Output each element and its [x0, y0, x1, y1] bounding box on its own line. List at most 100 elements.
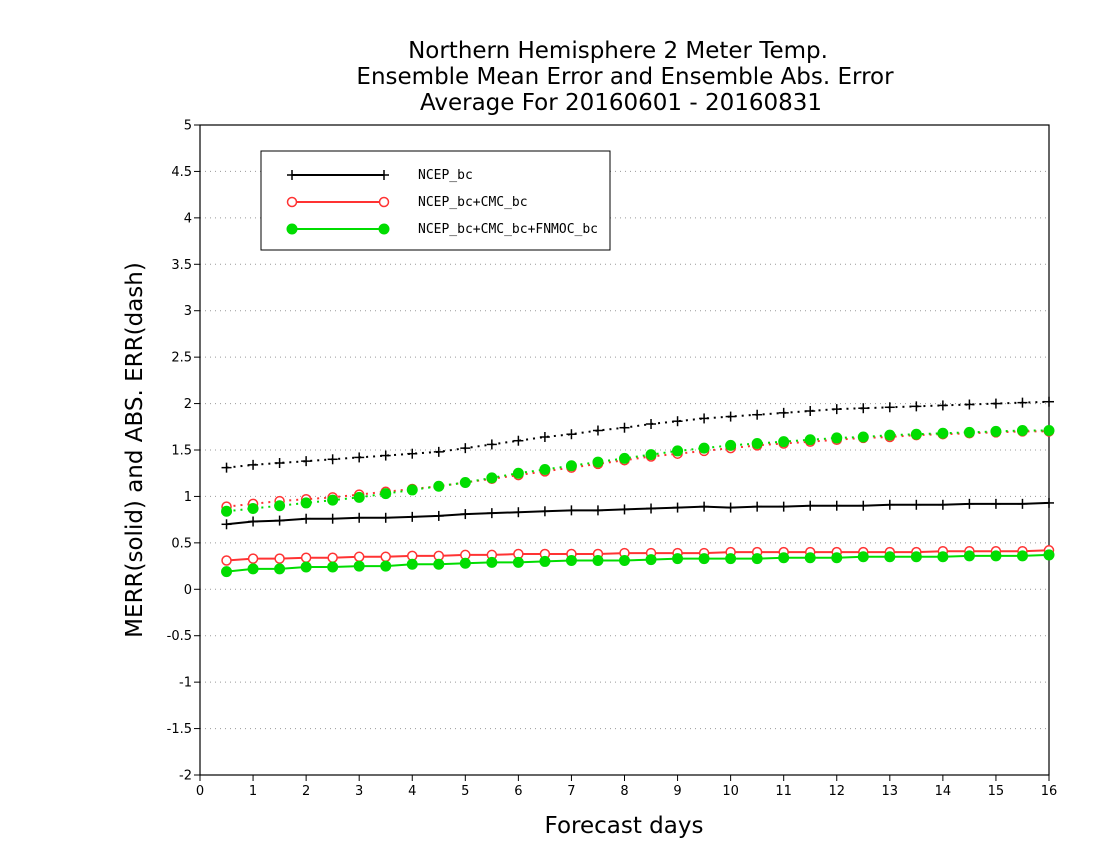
data-point-ncep-bc-cmc-bc-fnmoc-bc-abs-err — [910, 428, 922, 440]
data-point-ncep-bc-abs-err — [937, 400, 948, 411]
data-point-ncep-bc-cmc-bc-fnmoc-bc-abs-err — [778, 436, 790, 448]
data-point-ncep-bc-cmc-bc-fnmoc-bc-merr — [274, 563, 286, 575]
x-tick-label: 5 — [461, 784, 469, 799]
data-point-ncep-bc-cmc-bc-fnmoc-bc-abs-err — [300, 497, 312, 509]
data-point-ncep-bc-cmc-bc-merr — [221, 555, 232, 566]
data-point-ncep-bc-cmc-bc-fnmoc-bc-merr — [433, 558, 445, 570]
data-point-ncep-bc-cmc-bc-fnmoc-bc-merr — [963, 550, 975, 562]
legend-label-ncep-bc-cmc-bc-fnmoc-bc: NCEP_bc+CMC_bc+FNMOC_bc — [418, 222, 598, 237]
x-tick-label: 14 — [935, 784, 952, 799]
y-tick-label: -1 — [179, 676, 192, 691]
data-point-ncep-bc-cmc-bc-merr — [274, 553, 285, 564]
data-point-ncep-bc-merr — [725, 502, 736, 513]
data-point-ncep-bc-cmc-bc-fnmoc-bc-merr — [672, 553, 684, 565]
data-point-ncep-bc-cmc-bc-fnmoc-bc-merr — [300, 561, 312, 573]
data-point-ncep-bc-abs-err — [699, 413, 710, 424]
data-point-ncep-bc-merr — [274, 515, 285, 526]
data-point-ncep-bc-cmc-bc-fnmoc-bc-abs-err — [433, 480, 445, 492]
data-point-ncep-bc-abs-err — [380, 450, 391, 461]
data-point-ncep-bc-abs-err — [646, 419, 657, 429]
data-point-ncep-bc-cmc-bc-fnmoc-bc-merr — [1016, 550, 1028, 562]
data-point-ncep-bc-cmc-bc-fnmoc-bc-merr — [990, 550, 1002, 562]
data-point-ncep-bc-merr — [1017, 498, 1028, 509]
y-tick-label: 0.5 — [171, 536, 192, 551]
data-point-ncep-bc-cmc-bc-merr — [380, 551, 391, 563]
legend-box — [260, 150, 611, 251]
data-point-ncep-bc-abs-err — [221, 462, 232, 473]
legend-marker-ncep-bc-cmc-bc — [286, 196, 298, 208]
data-point-ncep-bc-cmc-bc-fnmoc-bc-merr — [831, 552, 843, 564]
x-tick-label: 3 — [355, 784, 363, 799]
chart-title-line-2: Ensemble Mean Error and Ensemble Abs. Er… — [356, 64, 894, 90]
data-point-ncep-bc-cmc-bc-fnmoc-bc-merr — [459, 557, 471, 569]
legend-marker-ncep-bc — [379, 170, 389, 180]
data-point-ncep-bc-cmc-bc-fnmoc-bc-merr — [937, 551, 949, 563]
data-point-ncep-bc-cmc-bc-fnmoc-bc-merr — [884, 551, 896, 563]
data-point-ncep-bc-merr — [301, 513, 312, 524]
data-point-ncep-bc-merr — [566, 505, 577, 516]
data-point-ncep-bc-cmc-bc-merr — [247, 553, 259, 564]
data-point-ncep-bc-cmc-bc-fnmoc-bc-abs-err — [486, 472, 498, 484]
data-point-ncep-bc-abs-err — [566, 429, 577, 440]
data-point-ncep-bc-abs-err — [327, 454, 338, 465]
data-point-ncep-bc-merr — [990, 498, 1001, 509]
data-point-ncep-bc-merr — [433, 510, 444, 521]
data-point-ncep-bc-abs-err — [407, 448, 418, 459]
y-tick-label: -1.5 — [167, 722, 192, 737]
series-line-ncep-bc-cmc-bc-merr — [226, 549, 1050, 562]
data-point-ncep-bc-cmc-bc-fnmoc-bc-abs-err — [857, 431, 869, 443]
x-tick-label: 9 — [673, 784, 681, 799]
data-point-ncep-bc-merr — [778, 501, 789, 512]
data-point-ncep-bc-cmc-bc-fnmoc-bc-merr — [1043, 549, 1055, 561]
x-tick-label: 6 — [514, 784, 522, 799]
data-point-ncep-bc-abs-err — [513, 435, 524, 446]
y-axis-title: MERR(solid) and ABS. ERR(dash) — [122, 262, 148, 638]
data-point-ncep-bc-merr — [592, 505, 603, 516]
y-tick-label: 1.5 — [171, 444, 192, 459]
data-point-ncep-bc-abs-err — [248, 459, 259, 470]
data-point-ncep-bc-cmc-bc-fnmoc-bc-merr — [353, 560, 365, 572]
y-tick-label: 3 — [184, 304, 192, 319]
data-point-ncep-bc-merr — [327, 513, 338, 524]
data-point-ncep-bc-merr — [937, 499, 948, 510]
data-point-ncep-bc-abs-err — [990, 398, 1001, 409]
data-point-ncep-bc-cmc-bc-merr — [353, 551, 365, 563]
legend-marker-ncep-bc-cmc-bc-fnmoc-bc — [286, 223, 298, 235]
data-point-ncep-bc-cmc-bc-fnmoc-bc-abs-err — [512, 467, 524, 479]
x-tick-label: 8 — [620, 784, 628, 799]
data-point-ncep-bc-cmc-bc-fnmoc-bc-abs-err — [645, 449, 657, 461]
data-point-ncep-bc-abs-err — [1044, 396, 1054, 407]
data-point-ncep-bc-abs-err — [460, 443, 471, 454]
gridlines — [200, 170, 1049, 730]
data-point-ncep-bc-abs-err — [539, 432, 550, 442]
data-point-ncep-bc-cmc-bc-fnmoc-bc-merr — [221, 566, 233, 578]
x-axis-title: Forecast days — [545, 813, 704, 839]
chart-title-line-1: Northern Hemisphere 2 Meter Temp. — [408, 38, 828, 64]
data-point-ncep-bc-merr — [911, 499, 922, 510]
x-tick-label: 15 — [988, 784, 1005, 799]
data-point-ncep-bc-cmc-bc-fnmoc-bc-abs-err — [1016, 425, 1028, 436]
data-point-ncep-bc-abs-err — [858, 403, 869, 414]
data-point-ncep-bc-cmc-bc-fnmoc-bc-abs-err — [221, 505, 233, 517]
data-point-ncep-bc-cmc-bc-fnmoc-bc-merr — [327, 561, 339, 573]
data-point-ncep-bc-cmc-bc-fnmoc-bc-abs-err — [406, 484, 418, 496]
data-point-ncep-bc-abs-err — [725, 411, 736, 422]
data-point-ncep-bc-cmc-bc-merr — [327, 552, 338, 563]
x-axis: 0 1 2 3 4 5 6 7 8 9 10 11 12 13 14 15 16 — [196, 775, 1057, 799]
data-point-ncep-bc-abs-err — [831, 404, 842, 415]
data-point-ncep-bc-cmc-bc-fnmoc-bc-merr — [247, 563, 259, 575]
data-point-ncep-bc-merr — [407, 511, 418, 522]
series-line-ncep-bc-merr — [226, 501, 1050, 526]
chart-title-line-3: Average For 20160601 - 20160831 — [420, 90, 822, 116]
series-line-ncep-bc-cmc-bc-fnmoc-bc-abs-err — [226, 429, 1049, 513]
data-point-ncep-bc-merr — [539, 506, 550, 517]
data-point-ncep-bc-merr — [460, 509, 471, 520]
data-point-ncep-bc-cmc-bc-merr — [300, 552, 312, 563]
data-point-ncep-bc-abs-err — [274, 458, 285, 468]
data-point-ncep-bc-cmc-bc-fnmoc-bc-merr — [778, 552, 790, 564]
data-point-ncep-bc-cmc-bc-fnmoc-bc-merr — [512, 556, 524, 568]
data-point-ncep-bc-cmc-bc-fnmoc-bc-abs-err — [592, 456, 604, 468]
chart-title: Northern Hemisphere 2 Meter Temp. Ensemb… — [356, 38, 894, 116]
x-tick-label: 1 — [249, 784, 257, 799]
